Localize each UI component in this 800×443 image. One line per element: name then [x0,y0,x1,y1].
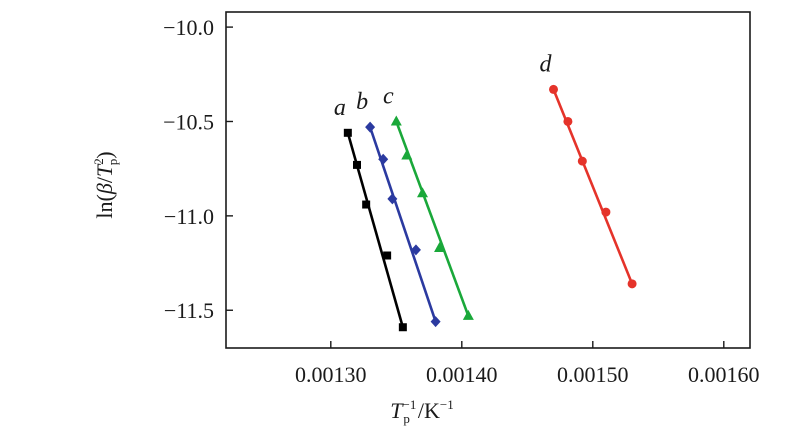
series-c [390,115,474,320]
y-label-slash: / [92,176,117,183]
y-tick-label: −10.0 [163,15,214,40]
x-tick-label: 0.00140 [426,362,498,387]
x-axis-label: T−1 p/K−1 [390,397,453,426]
fit-line-b [368,126,437,322]
data-point-b [378,153,389,165]
y-label-T: T [92,163,117,177]
x-label-T: T [390,398,404,423]
series-label-a: a [334,95,346,121]
x-tick-label: 0.00160 [688,362,760,387]
data-point-d [549,84,558,94]
data-point-a [398,323,407,332]
y-axis-label: ln(β/T2p) [91,151,120,218]
data-point-a [383,251,392,260]
x-tick-label: 0.00150 [557,362,629,387]
y-tick-label: −11.5 [164,298,214,323]
y-label-suffix: ) [92,151,117,158]
plot-frame [225,11,751,349]
data-point-a [353,160,361,169]
y-label-sub: p [105,159,120,166]
series-d [549,84,637,289]
x-label-sub: p [403,411,410,426]
data-point-a [362,200,371,209]
x-label-sup: −1 [403,397,417,412]
x-label-unit-sup: −1 [440,397,454,412]
data-point-d [577,156,587,166]
data-point-b [365,121,376,133]
y-tick-label: −11.0 [164,204,214,229]
x-label-unit: /K [418,398,440,423]
y-label-beta: β [92,183,117,195]
y-label-prefix: ln( [92,194,117,218]
x-tick-label: 0.00130 [295,362,367,387]
data-point-d [563,116,573,126]
data-point-c [434,241,446,252]
series-label-d: d [540,51,553,77]
data-point-b [430,316,441,328]
data-point-a [343,128,352,137]
y-label-sup: 2 [91,158,106,165]
data-point-c [417,187,428,198]
data-point-b [387,193,398,205]
series-label-b: b [356,89,368,115]
data-point-c [462,309,474,320]
series-label-c: c [383,83,394,109]
y-tick-label: −10.5 [163,109,214,134]
plot-area [225,11,751,349]
series-layer [343,84,637,332]
data-point-c [390,115,402,126]
ticks: 0.00130 0.00140 0.00150 0.00160 −10.0 −10.5 −1… [163,15,759,387]
data-point-b [410,244,421,256]
series-labels: a b c d [334,51,553,120]
series-a [343,128,407,332]
data-point-d [601,207,611,217]
data-point-c [401,149,413,160]
data-point-d [627,279,637,289]
series-b [365,121,441,328]
